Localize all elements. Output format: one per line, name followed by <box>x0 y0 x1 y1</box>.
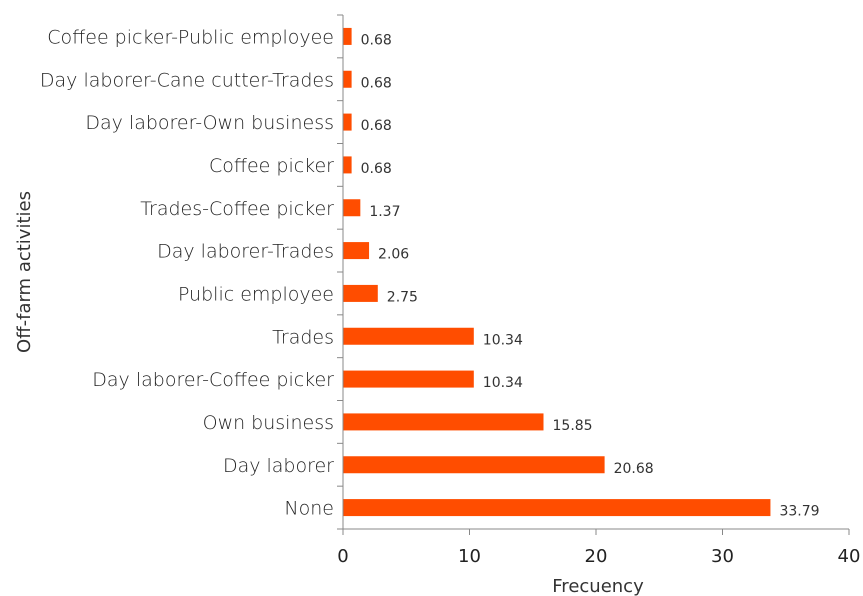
bar <box>343 284 378 302</box>
bar <box>343 499 771 517</box>
category-label: Coffee picker-Public employee <box>47 26 334 48</box>
x-tick-label: 20 <box>585 546 608 567</box>
category-label: None <box>284 498 334 520</box>
bar <box>343 27 352 45</box>
bar <box>343 370 474 388</box>
bar <box>343 327 474 345</box>
category-label: Own business <box>203 412 334 434</box>
data-label: 0.68 <box>361 118 392 134</box>
x-tick-label: 10 <box>458 546 481 567</box>
data-label: 15.85 <box>553 418 593 434</box>
data-label: 10.34 <box>483 375 523 391</box>
bars-group <box>343 27 771 517</box>
category-label: Day laborer-Trades <box>157 241 334 263</box>
x-tick-label: 40 <box>838 546 861 567</box>
bar <box>343 113 352 131</box>
y-axis-title: Off-farm activities <box>14 191 35 353</box>
data-label: 33.79 <box>779 504 819 520</box>
category-label: Trades-Coffee picker <box>140 198 334 220</box>
bar <box>343 456 605 474</box>
data-label: 1.37 <box>369 204 400 220</box>
x-axis-title: Frecuency <box>552 576 644 596</box>
data-label: 0.68 <box>361 32 392 48</box>
y-axis-ticks-group <box>337 14 343 530</box>
x-tick-label: 0 <box>337 546 348 567</box>
bar <box>343 156 352 174</box>
category-label: Day laborer-Own business <box>85 112 334 134</box>
category-label: Day laborer-Cane cutter-Trades <box>40 69 334 91</box>
data-label: 0.68 <box>361 161 392 177</box>
data-label: 2.75 <box>387 289 418 305</box>
bar <box>343 242 370 260</box>
bar <box>343 70 352 88</box>
value-labels-group: 33.79 20.68 15.85 10.34 10.34 2.75 2.06 1.37 0.6… <box>361 32 820 519</box>
data-label: 0.68 <box>361 75 392 91</box>
data-label: 10.34 <box>483 332 523 348</box>
category-label: Coffee picker <box>209 155 334 177</box>
category-label: Day laborer <box>223 455 334 477</box>
category-label: Day laborer-Coffee picker <box>92 369 334 391</box>
data-label: 20.68 <box>614 461 654 477</box>
x-tick-label: 30 <box>711 546 734 567</box>
category-labels-group: None Day laborer Own business Day laborer-C… <box>40 26 334 519</box>
category-label: Public employee <box>178 283 334 305</box>
x-axis-ticks-group: 0 10 20 30 40 <box>337 529 860 567</box>
category-label: Trades <box>272 326 334 348</box>
data-label: 2.06 <box>378 247 409 263</box>
bar <box>343 413 544 431</box>
bar <box>343 199 361 217</box>
